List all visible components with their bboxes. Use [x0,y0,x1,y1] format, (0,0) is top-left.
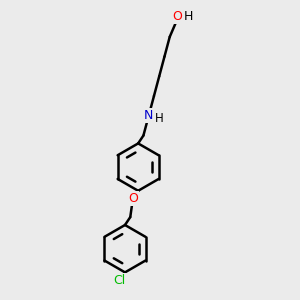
Text: Cl: Cl [114,274,126,287]
Text: N: N [144,109,153,122]
Text: H: H [184,10,194,23]
Text: H: H [155,112,164,125]
Text: O: O [173,10,183,23]
Text: O: O [128,192,138,205]
